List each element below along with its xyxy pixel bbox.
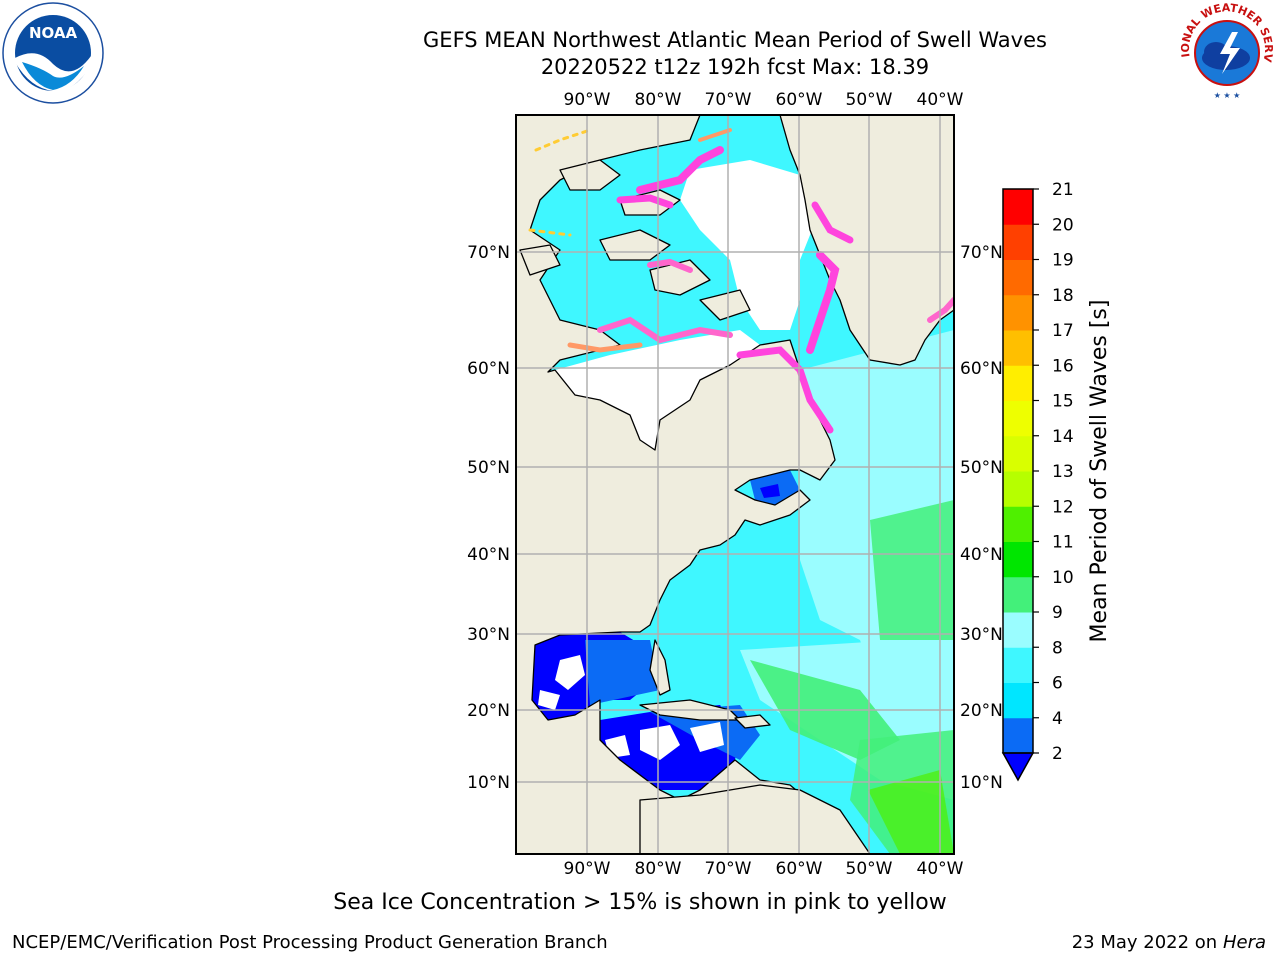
colorbar-segment: [1003, 541, 1033, 578]
national-weather-service-logo: NATIONAL WEATHER SERVICE ★ ★ ★: [1176, 2, 1277, 103]
lon-label-bottom: 60°W: [776, 859, 823, 879]
lat-label-right: 40°N: [960, 545, 1003, 565]
graticule: [516, 115, 954, 854]
chart-subtitle: 20220522 t12z 192h fcst Max: 18.39: [540, 55, 930, 79]
no-data-patches: [538, 655, 724, 760]
lon-label-bottom: 70°W: [705, 859, 752, 879]
svg-text:★ ★ ★: ★ ★ ★: [1214, 91, 1241, 100]
lat-labels-left: 70°N 60°N 50°N 40°N 30°N 20°N 10°N: [467, 243, 510, 793]
lon-label-bottom: 40°W: [917, 859, 964, 879]
colorbar-segment: [1003, 576, 1033, 613]
colorbar-tick-label: 12: [1052, 497, 1074, 517]
lon-label-top: 70°W: [705, 90, 752, 110]
machine-name: Hera: [1222, 932, 1266, 953]
colorbar-segment: [1003, 259, 1033, 296]
lat-label-right: 30°N: [960, 625, 1003, 645]
baffin-bay-ice: [680, 160, 820, 330]
gulf-of-mexico-east: [585, 640, 660, 705]
colorbar-label: Mean Period of Swell Waves [s]: [1087, 300, 1112, 643]
lat-label-left: 70°N: [467, 243, 510, 263]
colorbar-segment: [1003, 612, 1033, 648]
date-stamp: 23 May 2022 on Hera: [1072, 932, 1266, 953]
colorbar-tick-label: 10: [1052, 568, 1074, 588]
svg-text:NOAA: NOAA: [29, 24, 78, 42]
map-content: [516, 115, 954, 854]
lat-label-left: 60°N: [467, 359, 510, 379]
colorbar-tick-label: 14: [1052, 427, 1074, 447]
colorbar-tick-label: 11: [1052, 533, 1074, 553]
colorbar-segment: [1003, 435, 1033, 472]
colorbar-tick-label: 4: [1052, 709, 1063, 729]
lat-label-right: 10°N: [960, 773, 1003, 793]
noaa-logo: NOAA: [2, 2, 104, 104]
lat-label-left: 50°N: [467, 458, 510, 478]
colorbar-tick-label: 21: [1052, 180, 1074, 200]
colorbar-tick-label: 17: [1052, 321, 1074, 341]
colorbar-segment: [1003, 400, 1033, 437]
south-america-land: [639, 784, 871, 854]
lon-label-top: 40°W: [917, 90, 964, 110]
lon-label-top: 90°W: [564, 90, 611, 110]
lat-labels-right: 70°N 60°N 50°N 40°N 30°N 20°N 10°N: [960, 243, 1003, 793]
lon-label-top: 60°W: [776, 90, 823, 110]
colorbar-tick-label: 8: [1052, 638, 1063, 658]
lat-label-left: 40°N: [467, 545, 510, 565]
colorbar-segment: [1003, 189, 1033, 225]
ocean-green-band-east: [870, 500, 954, 640]
colorbar-tick-label: 18: [1052, 286, 1074, 306]
colorbar-segment: [1003, 506, 1033, 542]
lon-labels-top: 90°W 80°W 70°W 60°W 50°W 40°W: [564, 90, 964, 110]
credit-line: NCEP/EMC/Verification Post Processing Pr…: [12, 932, 608, 953]
sea-ice-note: Sea Ice Concentration > 15% is shown in …: [333, 890, 947, 915]
colorbar-tick-label: 6: [1052, 674, 1063, 694]
colorbar-tick-label: 16: [1052, 356, 1074, 376]
lat-label-right: 50°N: [960, 458, 1003, 478]
colorbar-tick-label: 20: [1052, 215, 1074, 235]
lon-labels-bottom: 90°W 80°W 70°W 60°W 50°W 40°W: [564, 859, 964, 879]
colorbar-under-arrow: [1001, 752, 1035, 782]
colorbar-tick-label: 2: [1052, 744, 1063, 764]
colorbar-tick-label: 15: [1052, 392, 1074, 412]
lon-label-bottom: 90°W: [564, 859, 611, 879]
colorbar-segment: [1003, 330, 1033, 366]
colorbar-tick-label: 13: [1052, 462, 1074, 482]
map-frame: [515, 114, 955, 855]
lat-label-right: 60°N: [960, 359, 1003, 379]
lat-label-left: 10°N: [467, 773, 510, 793]
lat-label-left: 30°N: [467, 625, 510, 645]
colorbar-segment: [1003, 365, 1033, 401]
lon-label-top: 50°W: [846, 90, 893, 110]
colorbar-segment: [1003, 717, 1033, 754]
lat-label-left: 20°N: [467, 701, 510, 721]
colorbar: 2 4 6 8 9 10 11 12 13 14 15 16 17 18 19 20 21: [1001, 180, 1074, 782]
lat-label-right: 20°N: [960, 701, 1003, 721]
colorbar-tick-label: 19: [1052, 251, 1074, 271]
colorbar-segment: [1003, 224, 1033, 260]
colorbar-segment: [1003, 294, 1033, 331]
greenland-land: [779, 115, 954, 366]
colorbar-segment: [1003, 647, 1033, 683]
hispaniola-land: [734, 714, 771, 729]
lon-label-top: 80°W: [635, 90, 682, 110]
sea-ice-edges: [528, 128, 954, 434]
lon-label-bottom: 80°W: [635, 859, 682, 879]
lon-label-bottom: 50°W: [846, 859, 893, 879]
colorbar-tick-label: 9: [1052, 603, 1063, 623]
florida-land: [649, 639, 671, 696]
colorbar-segment: [1003, 682, 1033, 719]
lat-label-right: 70°N: [960, 243, 1003, 263]
chart-title: GEFS MEAN Northwest Atlantic Mean Period…: [423, 28, 1047, 52]
date-text: 23 May 2022 on: [1071, 932, 1218, 953]
colorbar-segment: [1003, 471, 1033, 507]
